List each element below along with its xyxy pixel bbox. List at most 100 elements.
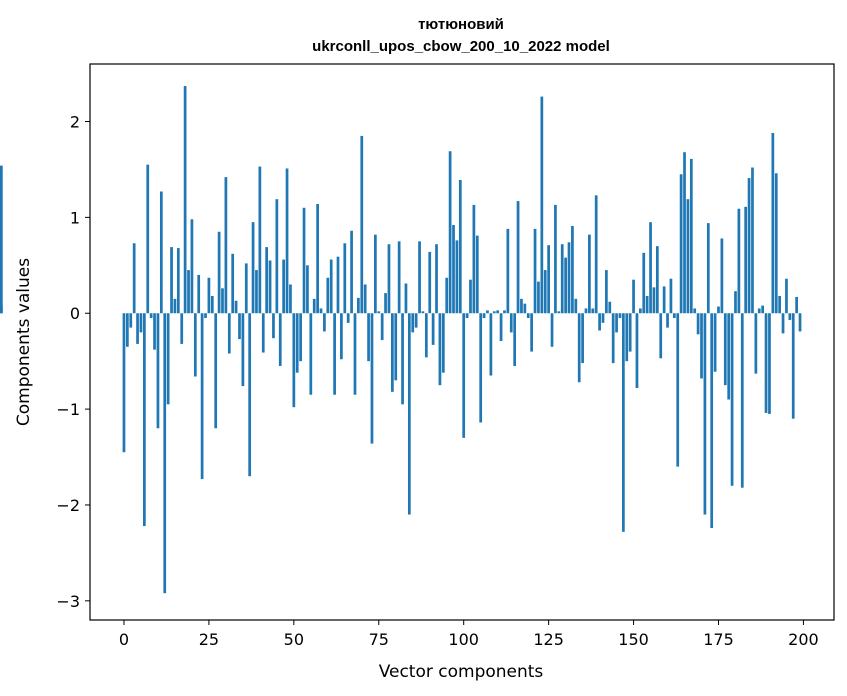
bar bbox=[672, 313, 676, 319]
x-axis-label: Vector components bbox=[379, 662, 544, 682]
bar bbox=[703, 313, 707, 515]
bar bbox=[251, 222, 255, 314]
bar bbox=[357, 297, 360, 314]
bar bbox=[166, 313, 170, 405]
bar bbox=[153, 313, 156, 350]
bar bbox=[649, 222, 652, 314]
bar bbox=[547, 245, 550, 314]
x-axis-ticks: 0 25 50 75 100 125 150 175 200 bbox=[119, 620, 819, 649]
bar bbox=[635, 313, 639, 389]
bar bbox=[482, 313, 486, 319]
bar bbox=[418, 241, 421, 314]
bar bbox=[180, 313, 184, 344]
bar bbox=[567, 242, 571, 314]
bar bbox=[278, 313, 282, 366]
bar bbox=[370, 313, 374, 444]
bar bbox=[333, 313, 336, 395]
bar bbox=[550, 313, 554, 347]
bar bbox=[591, 308, 595, 314]
x-tick-label: 150 bbox=[618, 630, 649, 649]
bar bbox=[282, 259, 285, 314]
bar bbox=[221, 288, 224, 314]
bar bbox=[554, 204, 557, 314]
bar bbox=[435, 244, 438, 314]
bar bbox=[377, 311, 381, 314]
bar bbox=[452, 225, 455, 314]
bar bbox=[391, 313, 394, 392]
bar bbox=[489, 313, 493, 376]
bar bbox=[193, 313, 197, 377]
y-tick-label: 1 bbox=[70, 208, 80, 227]
bar bbox=[360, 135, 364, 314]
bar bbox=[625, 313, 629, 362]
bar bbox=[584, 308, 588, 314]
bar bbox=[601, 313, 605, 323]
bar bbox=[241, 313, 245, 387]
bar bbox=[183, 86, 187, 314]
bar bbox=[798, 313, 802, 332]
bar bbox=[431, 313, 435, 345]
bar bbox=[224, 177, 228, 314]
bar bbox=[204, 313, 207, 319]
bar bbox=[516, 201, 520, 314]
bar bbox=[465, 313, 469, 319]
bar bbox=[316, 203, 319, 314]
bar bbox=[778, 295, 781, 314]
bar bbox=[143, 313, 146, 527]
bar bbox=[122, 313, 126, 453]
bar bbox=[272, 313, 275, 339]
bar bbox=[720, 238, 724, 314]
bar bbox=[170, 247, 173, 314]
x-tick-label: 175 bbox=[703, 630, 734, 649]
bar bbox=[771, 133, 775, 314]
bar bbox=[492, 311, 496, 314]
bar bbox=[526, 313, 530, 319]
bar bbox=[367, 313, 370, 362]
bar bbox=[0, 165, 3, 314]
bar bbox=[479, 313, 483, 423]
bar bbox=[608, 301, 612, 314]
plot-frame bbox=[89, 63, 835, 621]
bar bbox=[740, 313, 744, 488]
bar bbox=[486, 310, 489, 314]
bar bbox=[533, 228, 537, 314]
bar bbox=[717, 306, 720, 314]
bar bbox=[571, 226, 574, 314]
y-tick-label: −2 bbox=[56, 496, 80, 515]
bar bbox=[445, 277, 449, 314]
bar bbox=[669, 278, 673, 314]
bar bbox=[785, 278, 788, 314]
bar bbox=[363, 284, 367, 314]
bar bbox=[757, 308, 761, 314]
bar bbox=[730, 313, 734, 486]
bar bbox=[302, 207, 306, 314]
bar bbox=[214, 313, 218, 429]
bar bbox=[200, 313, 204, 480]
bar bbox=[689, 158, 693, 314]
bar bbox=[574, 298, 578, 314]
bar bbox=[679, 174, 683, 314]
bar bbox=[227, 313, 231, 354]
bar bbox=[458, 179, 462, 314]
bar bbox=[462, 313, 466, 438]
bar bbox=[163, 313, 167, 594]
bar bbox=[676, 313, 680, 467]
bar bbox=[346, 313, 350, 323]
bar bbox=[207, 277, 211, 314]
bar bbox=[754, 313, 758, 374]
bar bbox=[734, 291, 737, 314]
bar bbox=[503, 310, 506, 314]
bar bbox=[642, 252, 646, 314]
bar bbox=[190, 219, 194, 314]
bar bbox=[747, 178, 751, 314]
bar bbox=[611, 313, 615, 364]
bar bbox=[744, 206, 748, 314]
bar bbox=[397, 241, 401, 314]
bar bbox=[319, 308, 323, 314]
bar bbox=[441, 313, 445, 373]
bar bbox=[523, 303, 527, 314]
bar bbox=[520, 298, 523, 314]
y-tick-label: 2 bbox=[70, 113, 80, 132]
y-tick-label: −1 bbox=[56, 400, 80, 419]
